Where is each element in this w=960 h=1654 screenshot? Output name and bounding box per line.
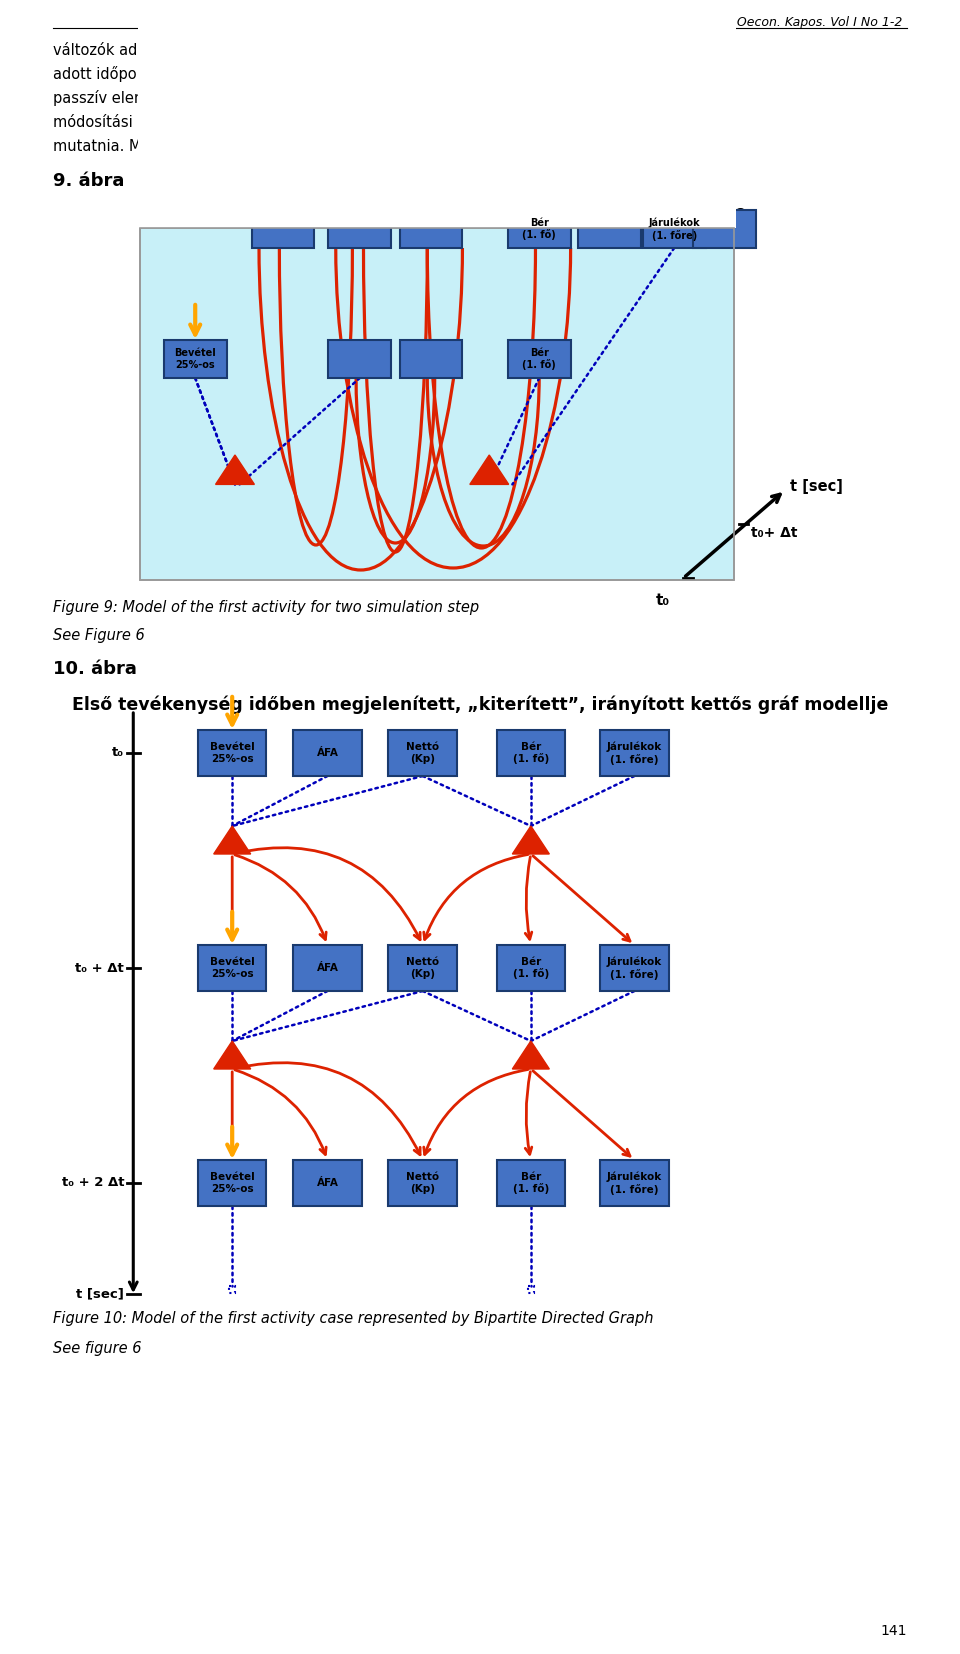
Text: t₀ + Δt: t₀ + Δt <box>75 961 124 974</box>
Text: t₀ + 2 Δt: t₀ + 2 Δt <box>61 1176 124 1189</box>
Text: passzív elemekkel közölve jön létre a Δt idővel későbbi aktuális állapotuk. Azaz: passzív elemekkel közölve jön létre a Δt… <box>53 89 688 106</box>
FancyBboxPatch shape <box>600 729 668 776</box>
Polygon shape <box>513 1040 549 1068</box>
FancyBboxPatch shape <box>293 729 362 776</box>
Text: ÁFA: ÁFA <box>317 1178 338 1188</box>
Text: Nettó
(Kp): Nettó (Kp) <box>406 1173 440 1194</box>
FancyBboxPatch shape <box>496 1159 565 1206</box>
Text: t [sec]: t [sec] <box>76 1287 124 1300</box>
FancyBboxPatch shape <box>293 944 362 991</box>
FancyBboxPatch shape <box>496 944 565 991</box>
FancyBboxPatch shape <box>328 210 392 248</box>
Text: Bevétel
25%-os: Bevétel 25%-os <box>175 349 216 370</box>
Polygon shape <box>214 1040 251 1068</box>
Text: t₀: t₀ <box>656 594 670 609</box>
Polygon shape <box>513 825 549 853</box>
Text: Bér
(1. fő): Bér (1. fő) <box>513 741 549 764</box>
Text: Bevétel
25%-os: Bevétel 25%-os <box>210 1173 254 1194</box>
Text: Bevétel
25%-os: Bevétel 25%-os <box>210 958 254 979</box>
FancyBboxPatch shape <box>252 210 315 248</box>
Polygon shape <box>216 455 254 485</box>
FancyBboxPatch shape <box>508 210 570 248</box>
FancyBboxPatch shape <box>198 1159 267 1206</box>
FancyBboxPatch shape <box>600 944 668 991</box>
Polygon shape <box>469 455 509 485</box>
Text: Bevétel
25%-os: Bevétel 25%-os <box>210 743 254 764</box>
Text: változók adott időpontban vett állapotait, az aktív elemek (piros háromszögek) p: változók adott időpontban vett állapotai… <box>53 41 700 58</box>
Text: Az első tevékenység modellje, két szimulációs lépésre: Az első tevékenység modellje, két szimul… <box>214 203 746 223</box>
Text: Járulékok
(1. főre): Járulékok (1. főre) <box>607 1171 662 1194</box>
Text: 141: 141 <box>880 1624 907 1637</box>
FancyBboxPatch shape <box>389 1159 457 1206</box>
Text: mutatnia. Mindez síkban a gráf kiterítésével jeleníthető meg (10. ábra).: mutatnia. Mindez síkban a gráf kiterítés… <box>53 137 579 154</box>
Text: ÁFA: ÁFA <box>317 963 338 973</box>
Text: Nettó
(Kp): Nettó (Kp) <box>406 743 440 764</box>
Text: ÁFA: ÁFA <box>317 748 338 758</box>
Text: Bér
(1. fő): Bér (1. fő) <box>513 1171 549 1194</box>
Text: 9. ábra: 9. ábra <box>53 172 124 190</box>
Text: Nettó
(Kp): Nettó (Kp) <box>406 958 440 979</box>
FancyBboxPatch shape <box>496 729 565 776</box>
Text: Figure 9: Model of the first activity for two simulation step: Figure 9: Model of the first activity fo… <box>53 600 479 615</box>
FancyBboxPatch shape <box>643 210 706 248</box>
FancyBboxPatch shape <box>198 944 267 991</box>
FancyBboxPatch shape <box>600 1159 668 1206</box>
Text: t [sec]: t [sec] <box>790 480 843 495</box>
Text: t₀: t₀ <box>112 746 124 759</box>
FancyBboxPatch shape <box>293 1159 362 1206</box>
Text: Acta Oecon. Kapos. Vol I No 1-2: Acta Oecon. Kapos. Vol I No 1-2 <box>707 17 903 30</box>
FancyBboxPatch shape <box>328 341 392 379</box>
Text: t₀+ Δt: t₀+ Δt <box>751 526 798 539</box>
FancyBboxPatch shape <box>508 341 570 379</box>
Text: See figure 6: See figure 6 <box>53 1341 141 1356</box>
FancyBboxPatch shape <box>693 210 756 248</box>
Text: Bér
(1. fő): Bér (1. fő) <box>522 347 556 370</box>
FancyBboxPatch shape <box>578 210 641 248</box>
Text: Első tevékenység időben megjelenített, „kiterített”, irányított kettős gráf mode: Első tevékenység időben megjelenített, „… <box>72 695 888 713</box>
FancyBboxPatch shape <box>399 341 463 379</box>
Polygon shape <box>214 825 251 853</box>
FancyBboxPatch shape <box>389 944 457 991</box>
Text: Járulékok
(1. főre): Járulékok (1. főre) <box>607 741 662 764</box>
Text: Járulékok
(1. főre): Járulékok (1. főre) <box>648 217 700 240</box>
Text: Bér
(1. fő): Bér (1. fő) <box>522 218 556 240</box>
Text: 10. ábra: 10. ábra <box>53 660 136 678</box>
Text: Járulékok
(1. főre): Járulékok (1. főre) <box>607 956 662 979</box>
FancyBboxPatch shape <box>164 341 227 379</box>
Text: See Figure 6: See Figure 6 <box>53 629 145 643</box>
FancyBboxPatch shape <box>198 729 267 776</box>
Text: módosítási csatornáknak az adott síkról a következő sík – megfelelő – elemeire k: módosítási csatornáknak az adott síkról … <box>53 114 690 131</box>
FancyBboxPatch shape <box>138 0 736 228</box>
FancyBboxPatch shape <box>140 228 734 581</box>
Text: adott időpontbeli állapotokkal számítják a Δt idő alatt bekövetkező változást, m: adott időpontbeli állapotokkal számítják… <box>53 66 687 83</box>
Text: Bér
(1. fő): Bér (1. fő) <box>513 956 549 979</box>
FancyBboxPatch shape <box>399 210 463 248</box>
Text: Figure 10: Model of the first activity case represented by Bipartite Directed Gr: Figure 10: Model of the first activity c… <box>53 1312 654 1327</box>
FancyBboxPatch shape <box>389 729 457 776</box>
